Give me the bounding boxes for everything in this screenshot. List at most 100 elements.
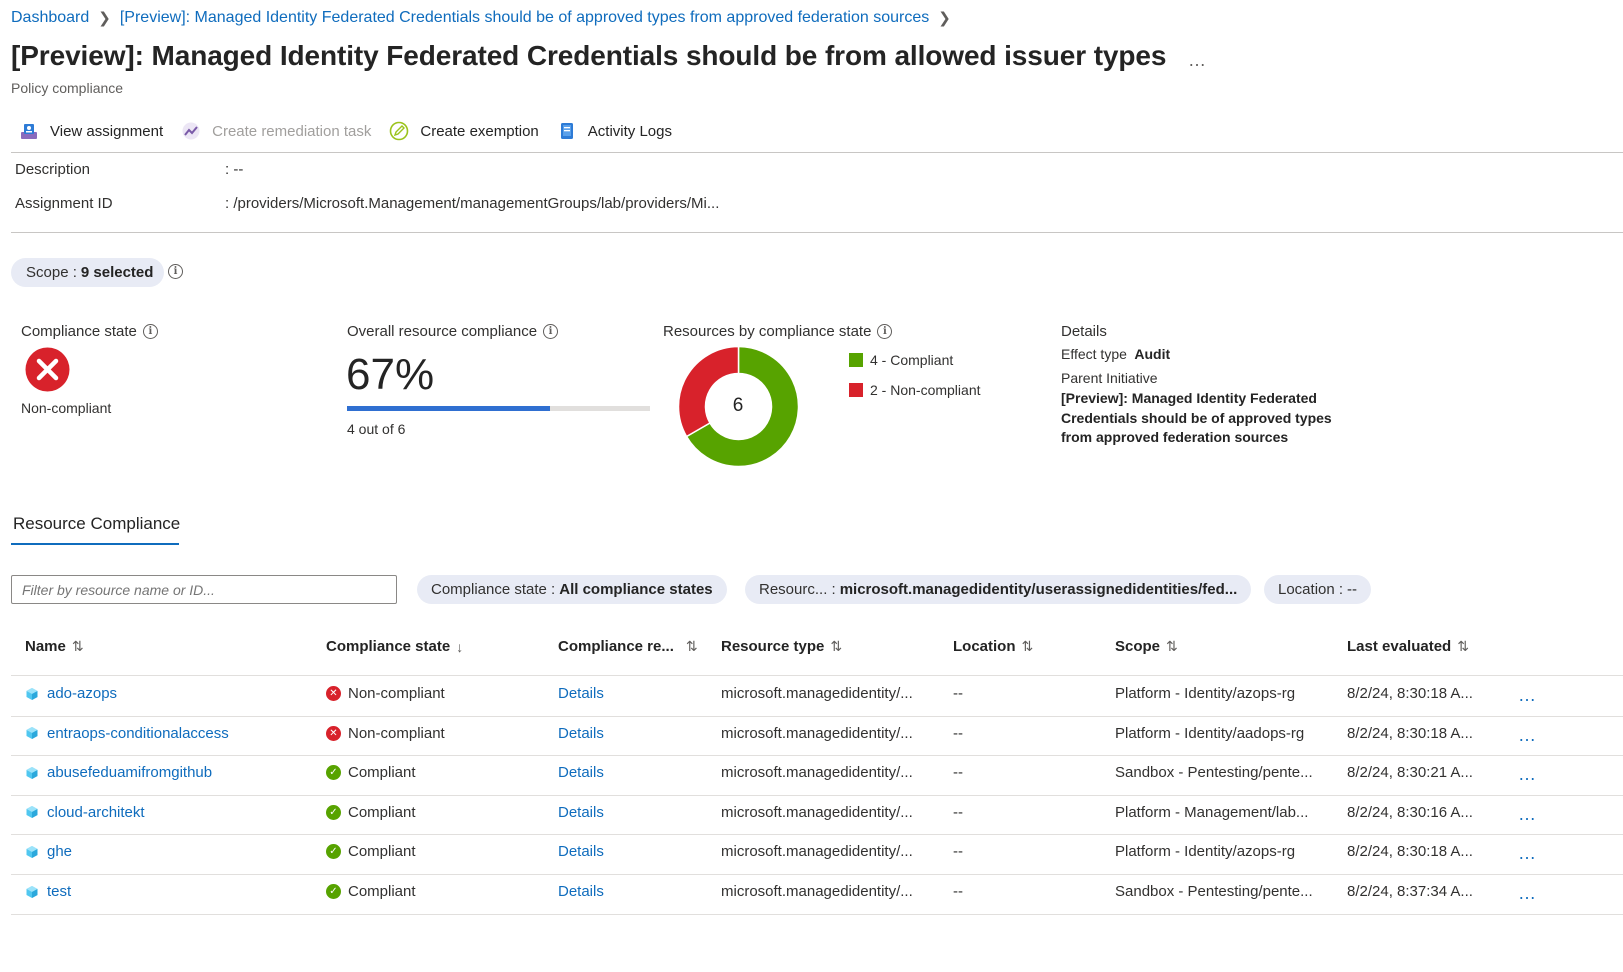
row-more-cell: …	[1518, 883, 1537, 904]
overall-compliance-title: Overall resource compliance i	[347, 323, 559, 340]
details-link[interactable]: Details	[558, 724, 604, 742]
location-text: --	[953, 685, 963, 702]
compliance-reason-cell: Details	[558, 843, 604, 860]
resource-name-link[interactable]: entraops-conditionalaccess	[47, 724, 229, 742]
check-circle-icon: ✓	[326, 804, 341, 820]
compliance-reason-cell: Details	[558, 883, 604, 900]
details-link[interactable]: Details	[558, 685, 604, 702]
location-cell: --	[953, 883, 963, 900]
details-link[interactable]: Details	[558, 803, 604, 821]
compliance-state-text: Non-compliant	[348, 724, 445, 742]
more-options-icon[interactable]: …	[1188, 50, 1207, 70]
resource-name-link[interactable]: abusefeduamifromgithub	[47, 764, 213, 782]
resource-filter-input[interactable]	[11, 575, 397, 604]
resource-type-cell: microsoft.managedidentity/...	[721, 843, 913, 860]
column-header-compliance-state[interactable]: Compliance state ↓	[326, 638, 463, 655]
donut-slice-compliant[interactable]	[685, 345, 800, 468]
resource-name-link[interactable]: test	[47, 883, 72, 900]
error-circle-icon: ✕	[326, 725, 341, 741]
location-cell: --	[953, 725, 963, 742]
scope-cell: Platform - Identity/azops-rg	[1115, 843, 1295, 860]
more-options-icon[interactable]: …	[1518, 883, 1537, 903]
compliance-state-cell: ✕ Non-compliant	[326, 685, 445, 702]
donut-slice-noncompliant[interactable]	[677, 345, 740, 438]
row-divider	[11, 874, 1623, 875]
managed-identity-icon	[26, 687, 38, 700]
sort-icon: ⇅	[685, 638, 698, 654]
more-options-icon[interactable]: …	[1518, 764, 1537, 785]
create-remediation-task-button[interactable]: Create remediation task	[173, 121, 377, 141]
tab-resource-compliance[interactable]: Resource Compliance	[13, 514, 181, 533]
legend-noncompliant[interactable]: 2 - Non-compliant	[849, 382, 981, 398]
column-header-name[interactable]: Name ⇅	[25, 638, 84, 655]
details-link[interactable]: Details	[558, 764, 604, 782]
description-label: Description	[15, 161, 91, 178]
column-location-label: Location	[953, 638, 1016, 655]
by-state-title-text: Resources by compliance state	[663, 323, 872, 340]
breadcrumb-dashboard[interactable]: Dashboard	[11, 9, 90, 26]
row-more-cell: …	[1518, 843, 1537, 864]
scope-filter-pill[interactable]: Scope : 9 selected	[11, 258, 165, 287]
column-state-label: Compliance state	[326, 638, 451, 655]
more-options-icon[interactable]: …	[1518, 843, 1537, 864]
details-link[interactable]: Details	[558, 843, 604, 861]
breadcrumb-initiative[interactable]: [Preview]: Managed Identity Federated Cr…	[119, 9, 930, 26]
scope-cell: Platform - Identity/azops-rg	[1115, 685, 1295, 702]
scope-text: Sandbox - Pentesting/pente...	[1115, 764, 1313, 782]
sort-icon: ⇅	[71, 638, 84, 654]
row-more-cell: …	[1518, 685, 1537, 706]
assignment-id-value: : /providers/Microsoft.Management/manage…	[225, 195, 720, 212]
check-circle-icon: ✓	[326, 884, 341, 899]
column-header-last-evaluated[interactable]: Last evaluated ⇅	[1347, 638, 1469, 655]
info-icon[interactable]: i	[168, 264, 183, 279]
more-options-icon[interactable]: …	[1518, 803, 1537, 824]
location-filter-pill[interactable]: Location : --	[1264, 575, 1372, 604]
chevron-right-icon: ❯	[938, 10, 951, 27]
details-link[interactable]: Details	[558, 883, 604, 900]
location-text: --	[953, 764, 963, 782]
last-evaluated-cell: 8/2/24, 8:37:34 A...	[1347, 883, 1473, 900]
breadcrumb: Dashboard ❯ [Preview]: Managed Identity …	[11, 9, 960, 27]
info-icon[interactable]: i	[543, 324, 559, 339]
resource-name-link[interactable]: cloud-architekt	[47, 803, 145, 821]
activity-logs-label: Activity Logs	[587, 122, 672, 140]
resource-type-filter-pill[interactable]: Resourc... : microsoft.managedidentity/u…	[745, 575, 1252, 604]
column-type-label: Resource type	[721, 638, 825, 655]
compliance-progress-caption: 4 out of 6	[347, 421, 406, 437]
managed-identity-icon	[26, 845, 38, 858]
assignment-icon	[19, 121, 39, 141]
legend-compliant[interactable]: 4 - Compliant	[849, 352, 953, 368]
resource-type-text: microsoft.managedidentity/...	[721, 724, 913, 742]
resource-name-cell: ghe	[25, 843, 72, 860]
resource-name-link[interactable]: ado-azops	[47, 685, 118, 702]
scope-text: Platform - Identity/azops-rg	[1115, 685, 1296, 702]
parent-initiative-label: Parent Initiative	[1061, 370, 1158, 386]
create-exemption-button[interactable]: Create exemption	[381, 121, 544, 141]
resource-name-cell: test	[25, 883, 71, 900]
column-last-label: Last evaluated	[1347, 638, 1452, 655]
compliance-progress-fill	[347, 406, 550, 411]
legend-compliant-label: 4 - Compliant	[870, 352, 954, 368]
view-assignment-button[interactable]: View assignment	[11, 121, 169, 141]
create-exemption-label: Create exemption	[420, 122, 539, 140]
overall-compliance-title-text: Overall resource compliance	[347, 323, 538, 340]
compliance-state-cell: ✓ Compliant	[326, 804, 416, 821]
check-circle-icon: ✓	[326, 765, 341, 781]
info-icon[interactable]: i	[877, 324, 893, 339]
more-options-icon[interactable]: …	[1518, 685, 1537, 705]
resource-type-cell: microsoft.managedidentity/...	[721, 685, 913, 702]
column-header-resource-type[interactable]: Resource type ⇅	[721, 638, 842, 655]
more-options-icon[interactable]: …	[1518, 724, 1537, 745]
compliance-state-filter-pill[interactable]: Compliance state : All compliance states	[417, 575, 727, 604]
remediation-icon	[181, 121, 201, 141]
column-header-compliance-reason[interactable]: Compliance re... ⇅	[558, 638, 698, 655]
last-evaluated-text: 8/2/24, 8:30:18 A...	[1347, 685, 1473, 702]
info-icon[interactable]: i	[142, 324, 158, 339]
column-header-scope[interactable]: Scope ⇅	[1115, 638, 1178, 655]
header-divider	[11, 675, 1623, 676]
row-divider	[11, 715, 1623, 717]
column-header-location[interactable]: Location ⇅	[953, 638, 1033, 655]
activity-logs-button[interactable]: Activity Logs	[549, 121, 678, 141]
resource-name-link[interactable]: ghe	[47, 843, 73, 861]
row-divider	[11, 755, 1623, 757]
